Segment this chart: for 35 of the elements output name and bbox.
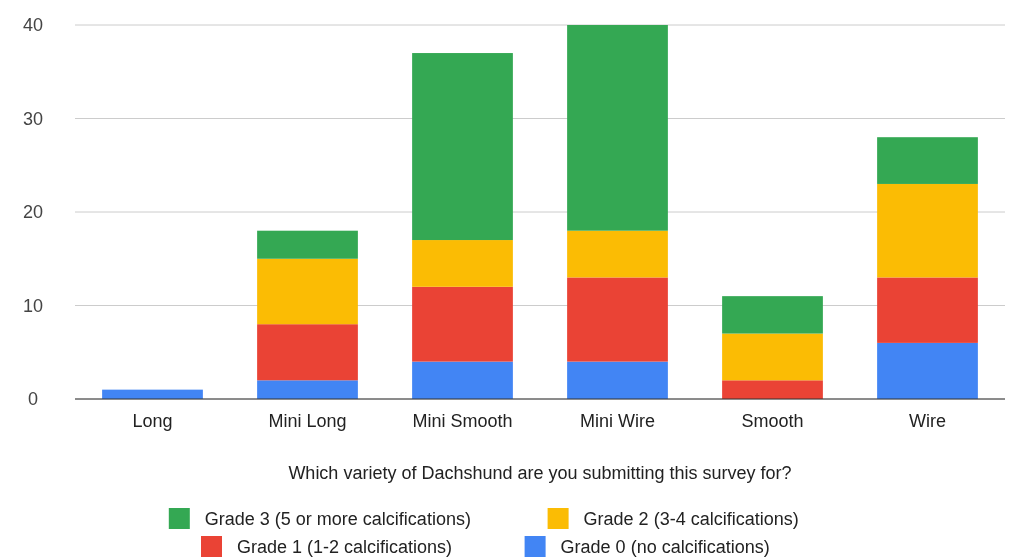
x-tick-label: Wire <box>909 411 946 431</box>
bar <box>567 277 668 362</box>
bar <box>257 324 358 381</box>
x-tick-label: Smooth <box>741 411 804 431</box>
bar <box>567 230 668 278</box>
bar <box>722 296 823 334</box>
x-tick-label: Mini Wire <box>580 411 655 431</box>
bar <box>722 333 823 381</box>
bar <box>257 380 358 399</box>
bar <box>877 137 978 184</box>
y-tick-label: 30 <box>22 108 44 129</box>
bar <box>877 277 978 343</box>
legend-label: Grade 1 (1-2 calcifications) <box>237 537 453 557</box>
bar <box>412 286 513 362</box>
bar <box>722 380 823 399</box>
bar <box>567 361 668 399</box>
x-tick-label: Mini Long <box>268 411 347 431</box>
bar <box>412 53 513 241</box>
y-tick-label: 0 <box>27 389 39 409</box>
x-tick-label: Mini Smooth <box>412 411 513 431</box>
bar <box>257 258 358 325</box>
bar <box>257 230 358 259</box>
x-tick-label: Long <box>132 411 173 431</box>
bar <box>412 240 513 287</box>
legend-label: Grade 2 (3-4 calcifications) <box>583 509 799 529</box>
bar <box>877 183 978 278</box>
legend-label: Grade 3 (5 or more calcifications) <box>204 509 471 529</box>
bar <box>567 25 668 231</box>
y-tick-label: 40 <box>22 15 44 35</box>
y-tick-label: 20 <box>22 202 44 222</box>
x-axis-title: Which variety of Dachshund are you submitting this survey for? <box>288 463 792 483</box>
y-tick-label: 10 <box>22 295 44 316</box>
bar <box>877 342 978 399</box>
legend-label: Grade 0 (no calcifications) <box>560 537 770 557</box>
bar <box>412 361 513 399</box>
